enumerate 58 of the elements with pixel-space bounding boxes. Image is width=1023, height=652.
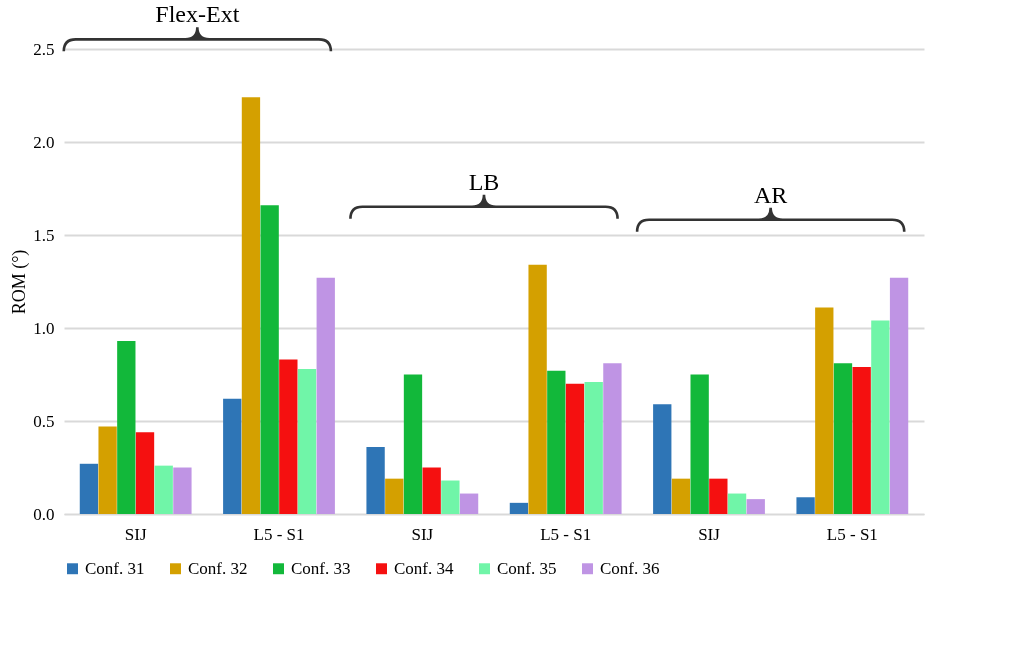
y-tick-label: 1.0 [33, 318, 55, 338]
y-tick-label: 0.5 [33, 411, 55, 431]
legend-label: Conf. 33 [291, 558, 351, 578]
bar [653, 404, 672, 514]
bar [366, 447, 385, 514]
bar [459, 493, 479, 514]
bar [565, 383, 585, 514]
text: Flex-Ext [155, 1, 240, 28]
bar [690, 374, 709, 514]
bar [709, 478, 728, 514]
bar [173, 467, 192, 514]
x-tick-label: L5 - S1 [253, 524, 305, 544]
y-tick-label: 2.0 [33, 132, 55, 152]
bar [746, 499, 765, 514]
bar [889, 277, 909, 514]
legend-label: Conf. 32 [188, 558, 248, 578]
bar [154, 465, 173, 514]
bar [509, 502, 529, 514]
bar [279, 359, 298, 514]
bar [833, 363, 853, 514]
bar [815, 307, 834, 514]
bar [223, 398, 242, 514]
bar [528, 264, 547, 514]
bar [603, 363, 622, 514]
y-tick-label: 0.0 [33, 504, 55, 524]
bar [79, 463, 99, 514]
bar [671, 478, 691, 514]
y-tick-label: 1.5 [33, 225, 55, 245]
y-axis-title: ROM (°) [9, 249, 31, 315]
legend-label: Conf. 34 [394, 558, 454, 578]
annotation: AR [753, 181, 788, 208]
bar [117, 341, 136, 514]
bar [260, 205, 279, 514]
legend-label: Conf. 36 [600, 558, 660, 578]
bar [403, 374, 423, 514]
bar [852, 367, 871, 514]
bar [584, 381, 603, 514]
legend-label: Conf. 31 [85, 558, 145, 578]
x-tick-label: L5 - S1 [540, 524, 592, 544]
bar [135, 432, 155, 514]
bar [422, 467, 441, 514]
bar [241, 97, 261, 514]
bar [316, 277, 335, 514]
annotation: LB [468, 168, 500, 195]
bar [441, 480, 460, 514]
x-tick-label: L5 - S1 [826, 524, 878, 544]
bar [796, 497, 815, 514]
bar [297, 368, 317, 514]
x-tick-label: SIJ [698, 524, 721, 544]
bar [727, 493, 747, 514]
bar [871, 320, 890, 514]
legend-label: Conf. 35 [497, 558, 557, 578]
x-tick-label: SIJ [411, 524, 434, 544]
y-tick-label: 2.5 [33, 39, 55, 59]
x-tick-label: SIJ [124, 524, 147, 544]
bar [98, 426, 117, 514]
bar [547, 370, 566, 514]
bar [385, 478, 404, 514]
